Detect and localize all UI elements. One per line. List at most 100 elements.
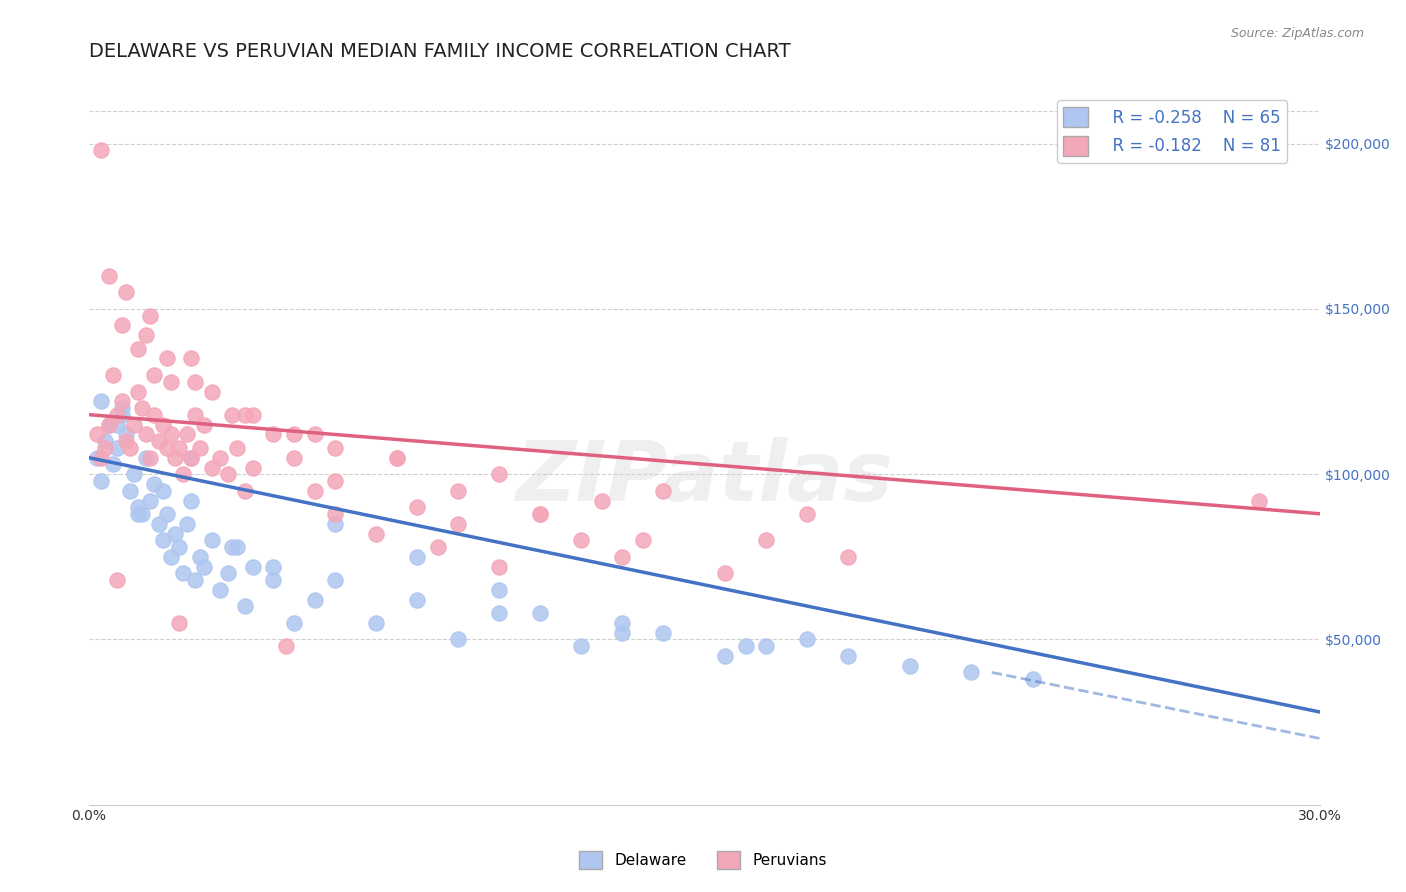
Point [488, 467, 510, 482]
Point [323, 474, 346, 488]
Point [263, 559, 285, 574]
Point [98, 417, 121, 432]
Point [135, 328, 157, 343]
Point [172, 467, 194, 482]
Legend: Delaware, Peruvians: Delaware, Peruvians [574, 845, 832, 875]
Point [167, 441, 190, 455]
Point [529, 507, 551, 521]
Point [283, 450, 305, 465]
Point [107, 441, 129, 455]
Point [163, 450, 186, 465]
Point [180, 493, 202, 508]
Point [90, 143, 112, 157]
Point [114, 434, 136, 449]
Point [406, 549, 429, 564]
Point [188, 549, 211, 564]
Point [94, 434, 117, 449]
Point [172, 566, 194, 581]
Point [201, 460, 224, 475]
Point [242, 460, 264, 475]
Point [488, 606, 510, 620]
Point [837, 549, 859, 564]
Point [110, 394, 132, 409]
Point [110, 318, 132, 333]
Point [652, 625, 675, 640]
Point [148, 434, 170, 449]
Point [143, 408, 166, 422]
Point [110, 408, 132, 422]
Point [364, 615, 387, 630]
Point [127, 342, 149, 356]
Point [156, 507, 179, 521]
Point [156, 351, 179, 366]
Point [127, 384, 149, 399]
Point [796, 632, 818, 647]
Point [569, 533, 592, 548]
Point [176, 516, 198, 531]
Point [755, 639, 778, 653]
Point [217, 566, 239, 581]
Point [201, 533, 224, 548]
Point [122, 467, 145, 482]
Point [323, 516, 346, 531]
Legend:   R = -0.258    N = 65,   R = -0.182    N = 81: R = -0.258 N = 65, R = -0.182 N = 81 [1057, 101, 1288, 163]
Point [304, 427, 326, 442]
Point [152, 533, 174, 548]
Point [152, 417, 174, 432]
Point [591, 493, 613, 508]
Point [131, 401, 153, 415]
Point [122, 417, 145, 432]
Point [167, 615, 190, 630]
Point [426, 540, 449, 554]
Point [323, 507, 346, 521]
Point [263, 573, 285, 587]
Point [176, 427, 198, 442]
Point [148, 516, 170, 531]
Point [898, 658, 921, 673]
Point [184, 408, 207, 422]
Point [90, 450, 112, 465]
Point [209, 582, 232, 597]
Point [180, 450, 202, 465]
Point [90, 474, 112, 488]
Point [734, 639, 756, 653]
Point [406, 592, 429, 607]
Point [209, 450, 232, 465]
Point [160, 427, 183, 442]
Point [283, 427, 305, 442]
Point [98, 268, 121, 283]
Point [263, 427, 285, 442]
Point [529, 507, 551, 521]
Point [184, 573, 207, 587]
Point [107, 573, 129, 587]
Point [488, 582, 510, 597]
Point [103, 457, 125, 471]
Point [118, 483, 141, 498]
Point [529, 606, 551, 620]
Point [233, 483, 256, 498]
Point [193, 417, 215, 432]
Text: ZIPatlas: ZIPatlas [516, 437, 893, 518]
Point [221, 540, 243, 554]
Point [188, 441, 211, 455]
Point [103, 368, 125, 382]
Point [110, 401, 132, 415]
Point [167, 540, 190, 554]
Point [612, 549, 634, 564]
Point [152, 483, 174, 498]
Point [714, 566, 737, 581]
Point [1022, 672, 1045, 686]
Text: Source: ZipAtlas.com: Source: ZipAtlas.com [1230, 27, 1364, 40]
Point [612, 625, 634, 640]
Point [960, 665, 983, 680]
Point [184, 375, 207, 389]
Point [118, 441, 141, 455]
Point [114, 427, 136, 442]
Point [447, 483, 470, 498]
Point [233, 408, 256, 422]
Point [796, 507, 818, 521]
Point [107, 417, 129, 432]
Point [569, 639, 592, 653]
Point [274, 639, 297, 653]
Text: DELAWARE VS PERUVIAN MEDIAN FAMILY INCOME CORRELATION CHART: DELAWARE VS PERUVIAN MEDIAN FAMILY INCOM… [89, 42, 790, 61]
